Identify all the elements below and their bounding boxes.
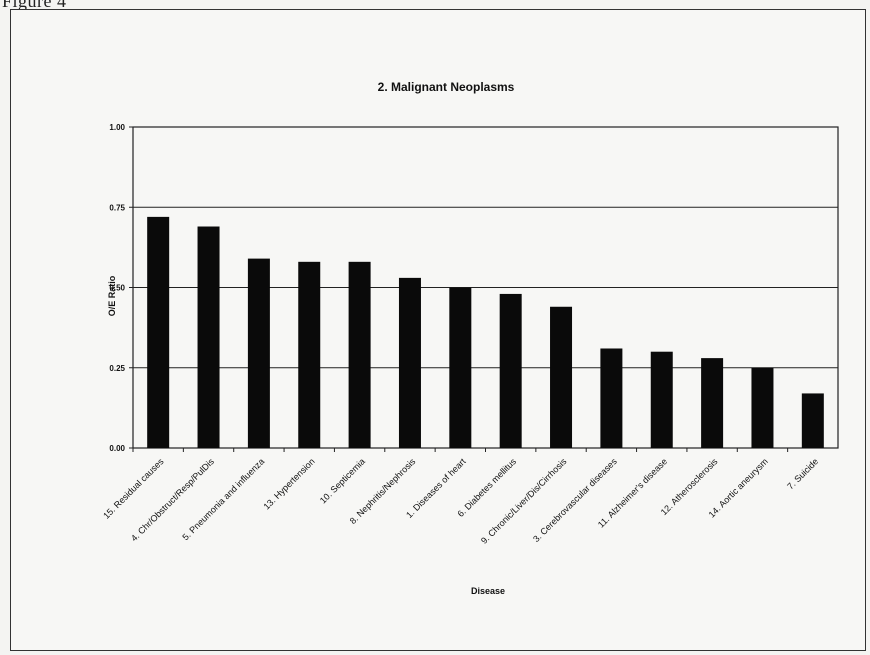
bar [298,261,321,448]
bar [197,226,220,448]
bar [550,306,573,448]
bar [348,261,371,448]
bars [147,216,824,448]
chart-title: 2. Malignant Neoplasms [378,80,515,94]
x-tick-label: 10. Septicemia [318,456,367,505]
y-tick-label: 0.00 [109,444,125,453]
y-tick-label: 1.00 [109,123,125,132]
bar [449,287,472,448]
bar [147,216,170,448]
bar [801,393,824,448]
bar [247,258,270,448]
x-tick-label: 4. Chr/Obstruct/Resp/PulDis [129,456,216,543]
bar [600,348,623,448]
bar [751,367,774,448]
bar [398,277,421,448]
y-tick-labels: 0.00 0.25 0.50 0.75 1.00 [109,123,125,453]
x-tick-label: 5. Pneumonia and influenza [180,456,266,542]
y-tick-label: 0.25 [109,364,125,373]
x-tick-label: 7. Suicide [785,456,820,491]
y-tick-label: 0.50 [109,284,125,293]
figure-label: Figure 4 [2,0,67,11]
bar-chart: 2. Malignant Neoplasms 0.00 0.25 0.50 0.75 1… [101,80,839,596]
bar [650,351,673,448]
bar [499,293,522,448]
x-axis-label: Disease [471,586,505,596]
bar [701,358,724,448]
y-tick-label: 0.75 [109,203,125,212]
x-tick-label: 3. Cerebrovascular diseases [531,456,619,544]
x-tick-label: 9. Chronic/Liver/Dis/Cirrhosis [479,456,569,546]
x-tick-label: 13. Hypertension [261,456,316,511]
chart-frame: 2. Malignant Neoplasms 0.00 0.25 0.50 0.75 1… [10,9,866,651]
gridlines [129,126,839,449]
y-axis-label: O/E Ratio [107,275,117,316]
